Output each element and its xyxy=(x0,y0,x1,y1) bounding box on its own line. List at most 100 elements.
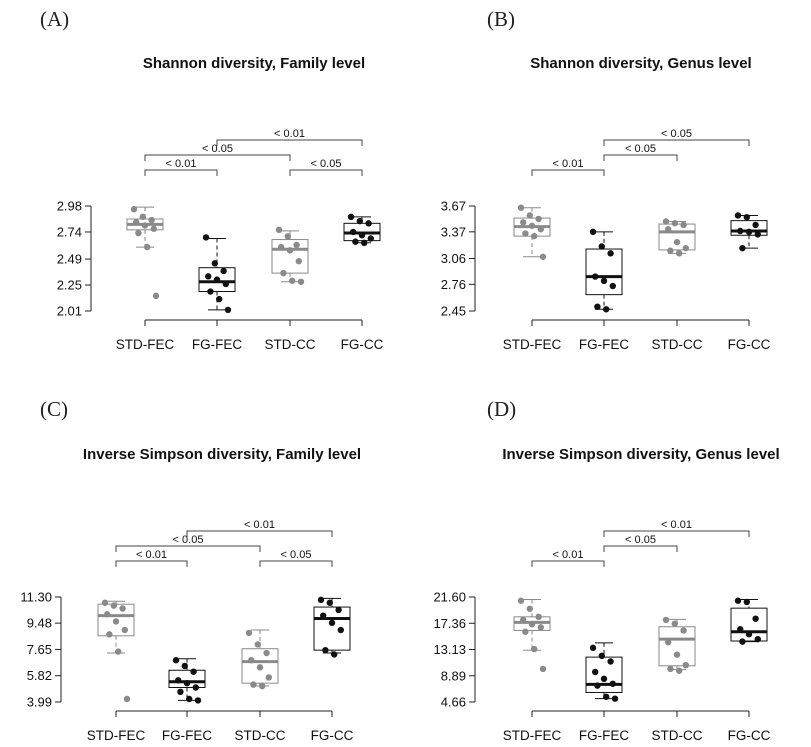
bracket-line xyxy=(115,545,261,552)
x-category-label: STD-CC xyxy=(235,728,286,743)
panel-label: (B) xyxy=(487,7,515,31)
data-point xyxy=(222,280,229,288)
data-point xyxy=(611,695,619,702)
data-point xyxy=(522,230,529,237)
bracket-line xyxy=(144,154,291,161)
p-value-label: < 0.05 xyxy=(202,143,233,155)
data-point xyxy=(537,226,544,233)
data-point xyxy=(682,661,689,669)
data-point xyxy=(331,651,338,658)
significance-bracket: < 0.05 xyxy=(603,143,678,161)
data-point xyxy=(192,684,199,691)
data-point xyxy=(213,276,221,283)
significance-bracket: < 0.01 xyxy=(144,158,218,176)
data-point xyxy=(202,234,210,241)
data-point xyxy=(183,679,191,687)
data-point xyxy=(186,695,193,703)
data-point xyxy=(537,624,544,631)
data-point xyxy=(531,645,538,653)
data-point xyxy=(665,639,672,646)
p-value-label: < 0.05 xyxy=(661,128,692,140)
x-category-label: STD-CC xyxy=(652,728,703,743)
data-point xyxy=(671,620,678,627)
box-fg-fec xyxy=(585,642,623,700)
data-point xyxy=(326,599,333,606)
data-point xyxy=(205,273,212,280)
bracket-line xyxy=(115,560,188,567)
data-point xyxy=(190,668,197,675)
data-point xyxy=(172,657,180,664)
data-point xyxy=(150,225,157,232)
data-point xyxy=(598,652,605,660)
data-point xyxy=(322,646,329,654)
significance-bracket: < 0.05 xyxy=(259,549,333,567)
x-category-label: FG-FEC xyxy=(192,337,242,352)
box-std-fec xyxy=(97,600,135,654)
data-point xyxy=(278,243,285,251)
y-tick-label: 21.60 xyxy=(433,590,466,605)
data-point xyxy=(224,306,232,314)
data-point xyxy=(293,241,300,249)
data-point xyxy=(737,227,744,235)
data-point xyxy=(152,292,160,300)
data-point xyxy=(358,232,366,239)
data-point xyxy=(598,243,605,250)
y-tick-label: 11.30 xyxy=(20,590,52,605)
x-category-label: STD-FEC xyxy=(503,728,562,743)
data-point xyxy=(743,213,750,221)
data-point xyxy=(517,204,525,211)
data-point xyxy=(673,651,681,658)
y-tick-label: 13.13 xyxy=(433,642,466,657)
significance-bracket: < 0.05 xyxy=(289,158,363,176)
chart-title: Inverse Simpson diversity, Genus level xyxy=(502,446,779,463)
box-iqr xyxy=(585,248,623,296)
data-point xyxy=(739,638,746,645)
data-point xyxy=(115,648,122,655)
data-point xyxy=(671,220,678,227)
data-point xyxy=(144,243,151,251)
bracket-line xyxy=(216,139,363,146)
data-point xyxy=(265,674,272,681)
data-point xyxy=(754,635,761,643)
p-value-label: < 0.01 xyxy=(166,158,197,170)
y-tick-label: 4.66 xyxy=(441,695,466,710)
data-point xyxy=(175,677,182,684)
x-category-label: STD-CC xyxy=(265,337,316,352)
bracket-line xyxy=(603,545,678,552)
data-point xyxy=(603,306,610,313)
data-point xyxy=(148,216,155,224)
data-point xyxy=(119,605,126,612)
data-point xyxy=(211,260,218,267)
data-point xyxy=(589,228,597,236)
p-value-label: < 0.05 xyxy=(625,534,656,546)
data-point xyxy=(743,598,750,606)
box-std-cc xyxy=(658,618,696,671)
data-point xyxy=(245,629,253,637)
x-category-label: FG-CC xyxy=(728,337,771,352)
bracket-line xyxy=(603,139,750,146)
significance-bracket: < 0.01 xyxy=(186,519,333,537)
data-point xyxy=(662,616,670,624)
data-point xyxy=(734,212,742,219)
data-point xyxy=(739,244,746,252)
data-point xyxy=(194,697,202,704)
data-point xyxy=(535,215,542,223)
data-point xyxy=(673,238,681,246)
p-value-label: < 0.05 xyxy=(625,143,656,155)
data-point xyxy=(350,228,357,236)
data-point xyxy=(112,618,120,625)
data-point xyxy=(286,247,294,254)
y-tick-label: 9.48 xyxy=(27,616,52,631)
data-point xyxy=(275,226,283,234)
chart-panel-a: (A) Shannon diversity, Family level 2.01 2.… xyxy=(40,7,384,352)
data-point xyxy=(526,212,533,219)
data-point xyxy=(121,626,128,634)
data-point xyxy=(181,662,188,670)
x-category-label: FG-CC xyxy=(311,728,354,743)
data-point xyxy=(337,626,344,634)
box-iqr xyxy=(658,626,696,667)
data-point xyxy=(522,628,529,635)
data-point xyxy=(104,611,111,618)
chart-title: Inverse Simpson diversity, Family level xyxy=(83,446,361,463)
box-iqr xyxy=(658,223,696,251)
